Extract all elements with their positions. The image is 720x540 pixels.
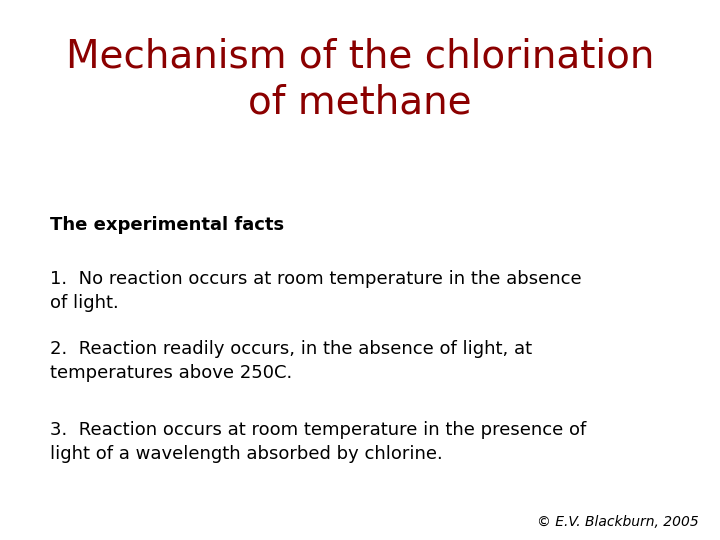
Text: 3.  Reaction occurs at room temperature in the presence of
light of a wavelength: 3. Reaction occurs at room temperature i… — [50, 421, 587, 463]
Text: © E.V. Blackburn, 2005: © E.V. Blackburn, 2005 — [536, 515, 698, 529]
Text: 1.  No reaction occurs at room temperature in the absence
of light.: 1. No reaction occurs at room temperatur… — [50, 270, 582, 312]
Text: The experimental facts: The experimental facts — [50, 216, 284, 234]
Text: 2.  Reaction readily occurs, in the absence of light, at
temperatures above 250C: 2. Reaction readily occurs, in the absen… — [50, 340, 533, 382]
Text: Mechanism of the chlorination
of methane: Mechanism of the chlorination of methane — [66, 38, 654, 122]
